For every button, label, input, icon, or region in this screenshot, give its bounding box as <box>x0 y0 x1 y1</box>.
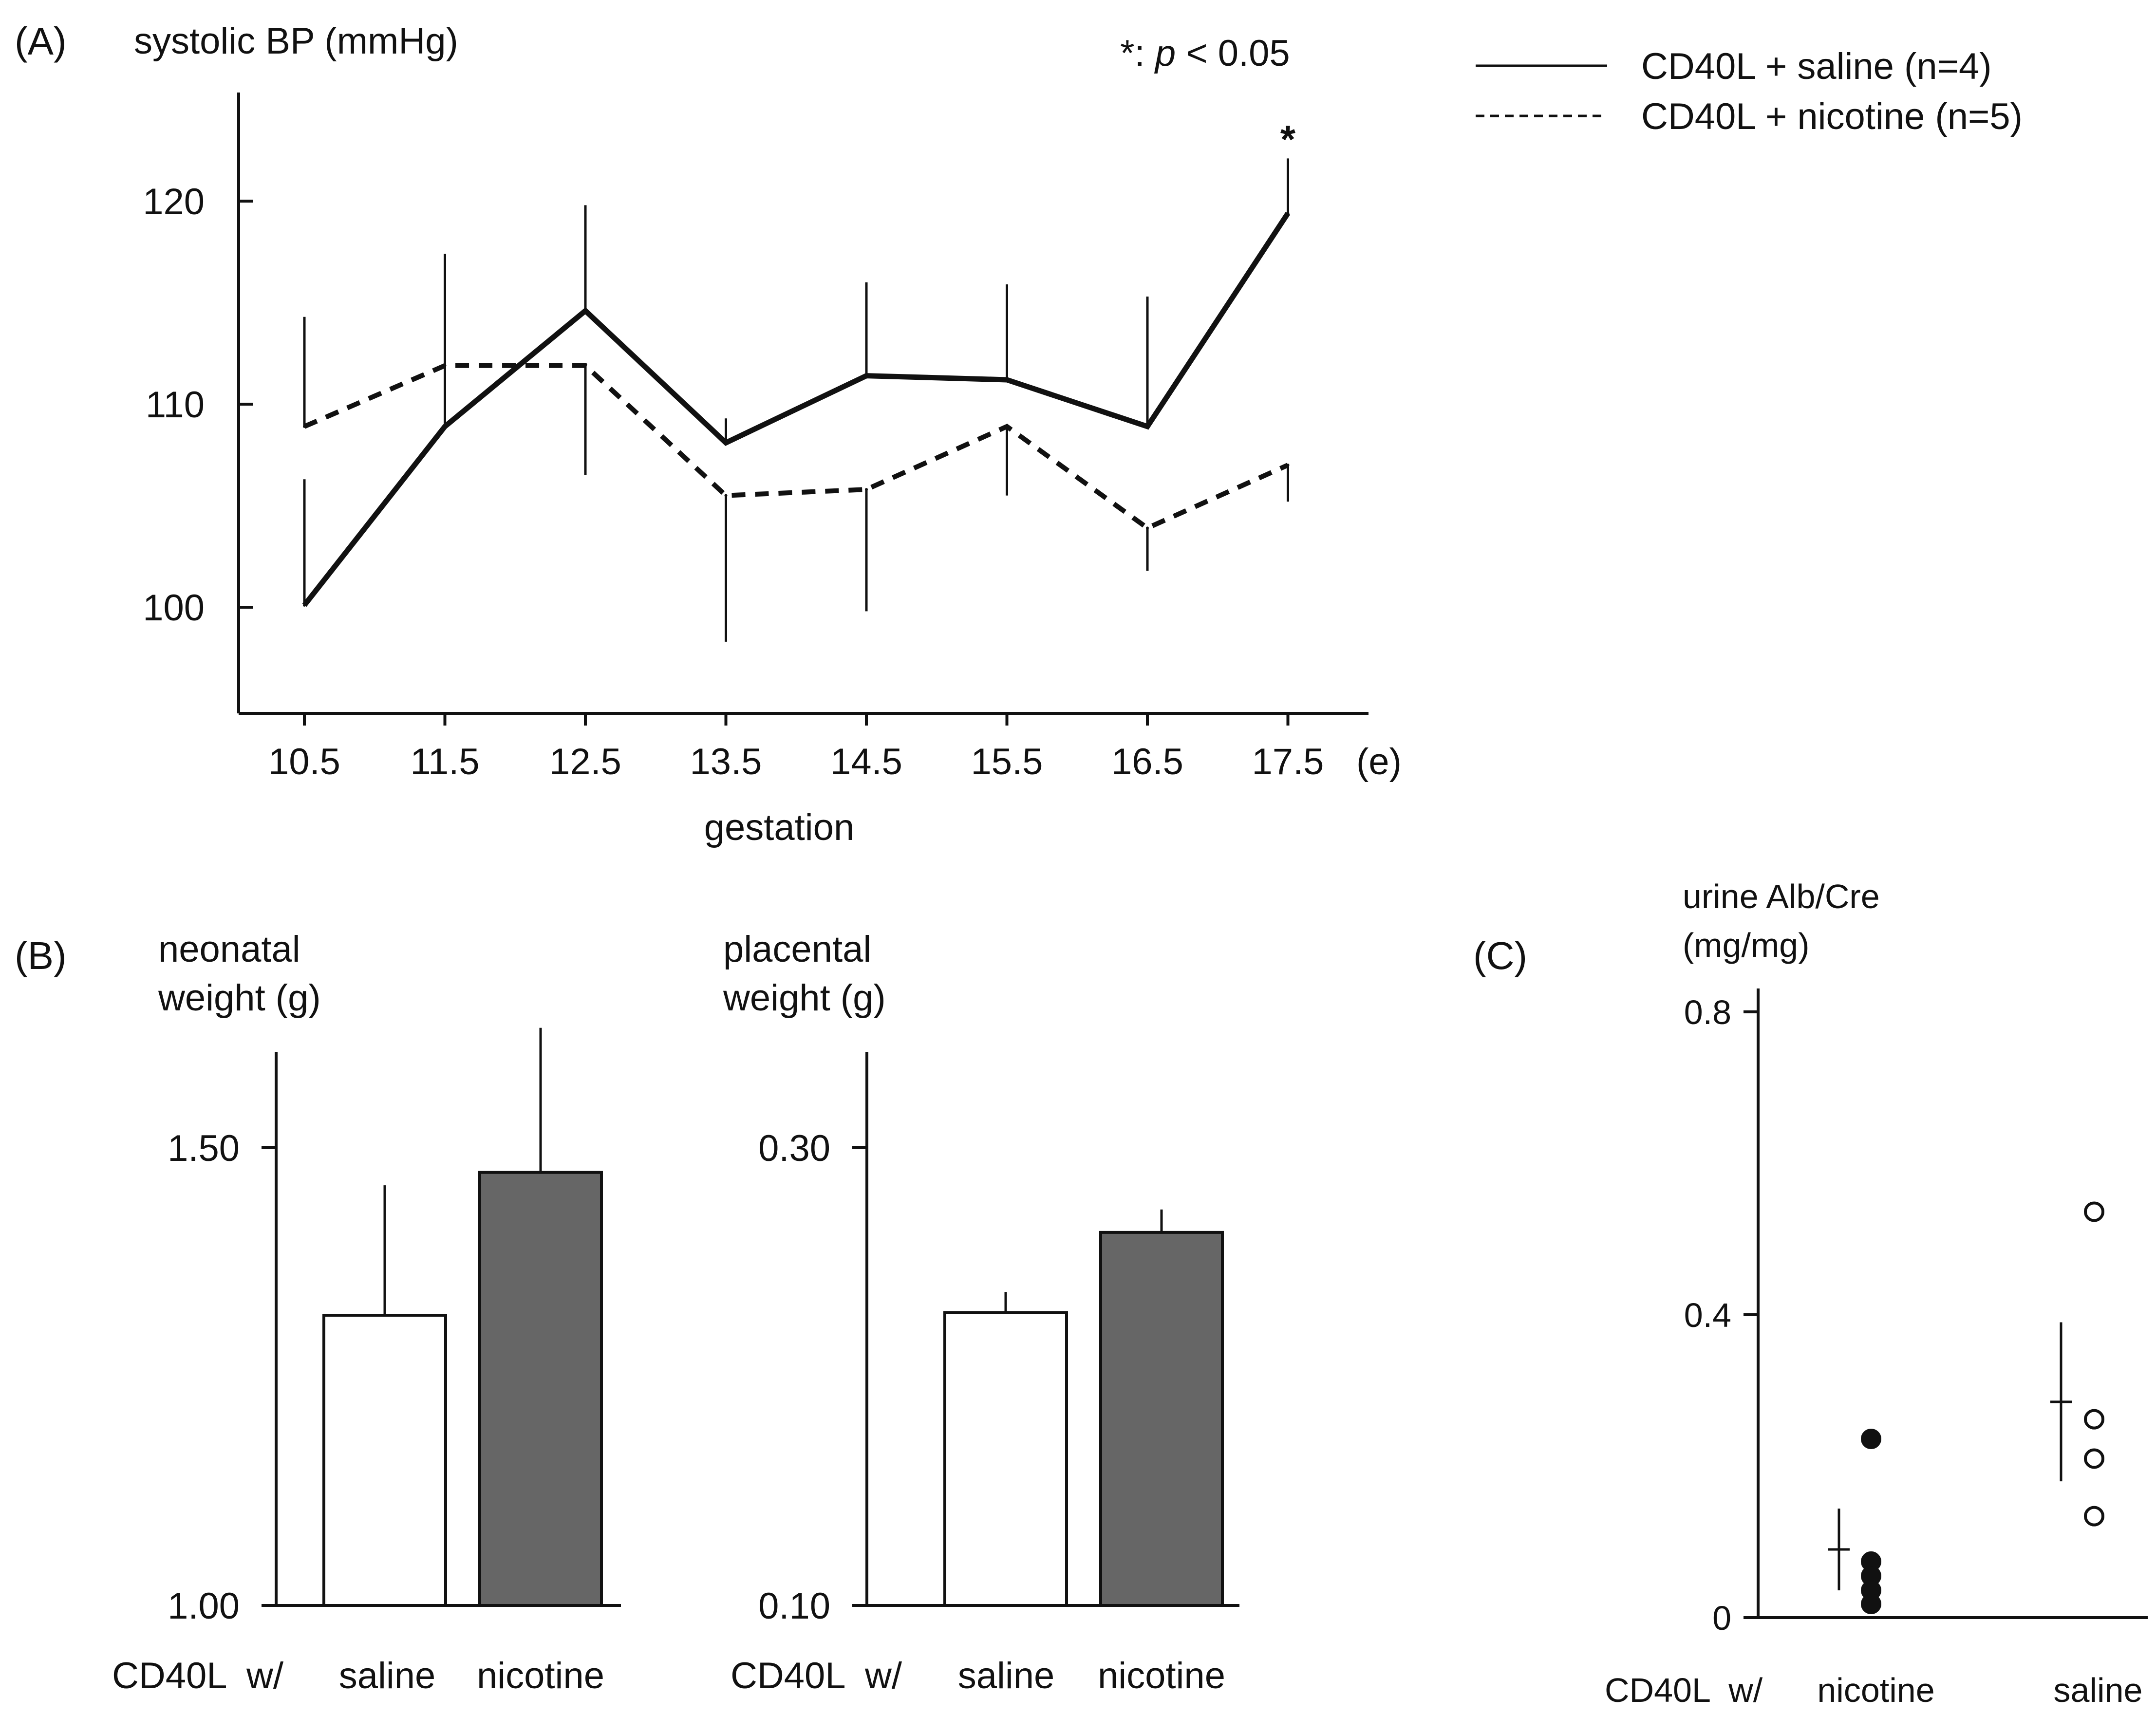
neonatal-cat-nicotine: nicotine <box>477 1655 604 1696</box>
saline-point-1 <box>2084 1201 2104 1222</box>
y-tick-label-110: 110 <box>146 384 205 426</box>
saline-point-14.5 <box>865 374 868 377</box>
saline-point-4 <box>2084 1506 2104 1527</box>
urine-cat-saline: saline <box>2054 1671 2143 1709</box>
panel-b-label: (B) <box>15 934 67 977</box>
urine-ylabel-line2: (mg/mg) <box>1683 926 1810 964</box>
urine-ylabel-line1: urine Alb/Cre <box>1683 877 1880 915</box>
neonatal-cat-saline: saline <box>339 1655 436 1696</box>
urine-y-tick-label-0.4: 0.4 <box>1684 1296 1731 1334</box>
nicotine-point-12.5 <box>584 364 587 367</box>
annotation-prefix: *: <box>1120 33 1155 74</box>
nicotine-series-line <box>303 363 1289 531</box>
urine-cat-nicotine: nicotine <box>1817 1671 1934 1709</box>
urine-group-prefix: CD40L w/ <box>1605 1671 1763 1709</box>
placental-cat-saline: saline <box>958 1655 1055 1696</box>
urine-y-ticks: 0.8 0.4 0 <box>1684 993 1758 1637</box>
placental-bar-nicotine <box>1099 1230 1224 1607</box>
significance-star: * <box>1280 117 1296 161</box>
placental-cat-nicotine: nicotine <box>1098 1655 1225 1696</box>
neonatal-y-tick-label-1.50: 1.50 <box>168 1128 240 1169</box>
urine-y-tick-label-0: 0 <box>1712 1599 1731 1637</box>
placental-ylabel-line2: weight (g) <box>723 977 886 1019</box>
urine-points <box>1828 1201 2104 1615</box>
saline-point-11.5 <box>443 425 447 428</box>
x-tick-label-11.5: 11.5 <box>410 741 479 783</box>
x-tick-label-13.5: 13.5 <box>690 741 762 783</box>
neonatal-bar-saline <box>322 1314 447 1607</box>
placental-bars <box>943 1209 1224 1607</box>
panel-c-label: (C) <box>1473 934 1527 977</box>
neonatal-group-prefix: CD40L w/ <box>112 1655 284 1696</box>
saline-point-17.5 <box>1286 212 1290 215</box>
annotation-suffix: < 0.05 <box>1176 33 1290 74</box>
y-tick-label-120: 120 <box>143 181 205 223</box>
nicotine-point-13.5 <box>724 494 728 497</box>
panel-b-neonatal-bar-chart: (B) neonatal weight (g) 1.00 1.50 CD40L w… <box>15 929 621 1696</box>
panel-a-y-ticks: 100 110 120 <box>143 181 253 629</box>
placental-y-tick-label-0.30: 0.30 <box>758 1128 830 1169</box>
saline-point-12.5 <box>584 309 587 313</box>
neonatal-bar-nicotine <box>478 1171 603 1607</box>
x-tick-label-16.5: 16.5 <box>1111 741 1183 783</box>
panel-c-scatter-chart: (C) urine Alb/Cre (mg/mg) 0.8 0.4 0 CD40L … <box>1473 877 2148 1709</box>
placental-y-tick-label-0.10: 0.10 <box>758 1585 830 1627</box>
urine-y-tick-label-0.8: 0.8 <box>1684 993 1731 1031</box>
neonatal-ylabel-line2: weight (g) <box>158 977 321 1019</box>
x-tick-label-12.5: 12.5 <box>549 741 621 783</box>
saline-point-13.5 <box>724 441 728 445</box>
panel-a-x-unit: (e) <box>1356 741 1402 783</box>
nicotine-point-16.5 <box>1146 526 1149 530</box>
nicotine-point-15.5 <box>1005 425 1009 428</box>
panel-a-legend: CD40L + saline (n=4) CD40L + nicotine (n… <box>1476 46 2023 137</box>
x-tick-label-14.5: 14.5 <box>830 741 902 783</box>
neonatal-y-ticks: 1.00 1.50 <box>168 1128 276 1627</box>
placental-group-prefix: CD40L w/ <box>731 1655 902 1696</box>
y-tick-label-100: 100 <box>143 587 205 629</box>
neonatal-bars <box>322 1027 603 1607</box>
panel-a-x-ticks: 10.5 11.5 12.5 13.5 14.5 15.5 16.5 17.5 <box>268 713 1324 783</box>
panel-a-line-chart: (A) systolic BP (mmHg) *: p < 0.05 100 11… <box>15 19 2023 848</box>
panel-b-placental-bar-chart: placental weight (g) 0.30 0.10 CD40L w/ s… <box>723 929 1239 1696</box>
nicotine-point-17.5 <box>1286 464 1290 467</box>
neonatal-ylabel-line1: neonatal <box>158 929 300 970</box>
nicotine-point-5 <box>1861 1594 1881 1615</box>
legend-nicotine-label: CD40L + nicotine (n=5) <box>1641 96 2023 137</box>
x-tick-label-10.5: 10.5 <box>268 741 340 783</box>
nicotine-point-11.5 <box>443 364 447 367</box>
nicotine-point-10.5 <box>303 425 306 428</box>
saline-point-2 <box>2084 1409 2104 1430</box>
placental-bar-saline <box>943 1311 1068 1607</box>
panel-a-label: (A) <box>15 19 67 63</box>
panel-a-series: * <box>302 117 1296 642</box>
panel-a-annotation: *: p < 0.05 <box>1120 33 1290 74</box>
neonatal-y-tick-label-1.00: 1.00 <box>168 1585 240 1627</box>
annotation-p: p <box>1154 33 1176 74</box>
legend-saline-label: CD40L + saline (n=4) <box>1641 46 1992 87</box>
panel-a-ylabel: systolic BP (mmHg) <box>134 20 458 62</box>
placental-ylabel-line1: placental <box>723 929 871 970</box>
saline-point-16.5 <box>1146 425 1149 428</box>
nicotine-point-1 <box>1861 1429 1881 1450</box>
saline-series-line <box>302 211 1291 607</box>
saline-point-10.5 <box>303 603 306 607</box>
placental-y-ticks: 0.30 0.10 <box>758 1128 867 1627</box>
panel-a-xlabel: gestation <box>704 807 854 848</box>
x-tick-label-17.5: 17.5 <box>1252 741 1324 783</box>
x-tick-label-15.5: 15.5 <box>971 741 1043 783</box>
nicotine-point-14.5 <box>865 488 868 491</box>
saline-point-3 <box>2084 1448 2104 1469</box>
saline-point-15.5 <box>1005 378 1009 381</box>
